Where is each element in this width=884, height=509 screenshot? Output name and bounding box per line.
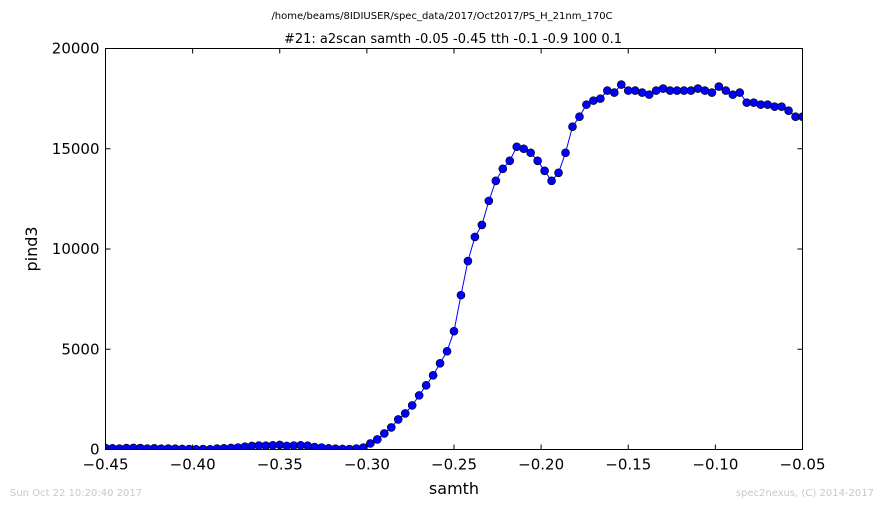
data-point — [540, 166, 549, 176]
data-point — [379, 429, 389, 438]
data-point — [784, 106, 793, 115]
data-point — [707, 88, 717, 97]
data-point — [456, 290, 466, 300]
data-point — [491, 176, 501, 186]
plot-frame — [105, 48, 803, 450]
data-point — [798, 112, 803, 121]
data-point — [616, 80, 626, 89]
data-point — [421, 381, 431, 390]
data-point — [359, 443, 368, 450]
x-tick-label: −0.45 — [83, 456, 129, 474]
y-tick-label: 10000 — [52, 240, 100, 258]
data-point — [407, 401, 417, 410]
data-point — [596, 94, 605, 103]
x-tick-label: −0.05 — [780, 456, 826, 474]
data-point — [547, 176, 556, 186]
data-point — [414, 391, 424, 400]
x-tick-label: −0.30 — [344, 456, 390, 474]
data-point — [386, 423, 396, 432]
data-point — [610, 88, 619, 97]
y-tick-label: 20000 — [52, 40, 100, 58]
y-axis-label: pind3 — [22, 226, 41, 271]
chart-title: #21: a2scan samth -0.05 -0.45 tth -0.1 -… — [284, 32, 622, 47]
data-point — [449, 326, 459, 336]
footer-timestamp: Sun Oct 22 10:20:40 2017 — [10, 488, 143, 499]
data-point — [714, 82, 724, 91]
data-point — [463, 256, 473, 266]
data-point — [470, 232, 480, 242]
data-point — [303, 441, 312, 450]
data-point — [575, 112, 584, 121]
data-point — [777, 102, 786, 111]
x-tick-label: −0.40 — [170, 456, 216, 474]
figure-suptitle: /home/beams/8IDIUSER/spec_data/2017/Oct2… — [271, 11, 612, 22]
y-tick-label: 5000 — [61, 340, 99, 358]
series-line — [105, 83, 803, 450]
series-layer — [105, 80, 803, 450]
data-point — [644, 90, 654, 99]
data-point — [519, 144, 529, 154]
x-tick-label: −0.35 — [257, 456, 303, 474]
x-tick-label: −0.10 — [692, 456, 738, 474]
footer-credit: spec2nexus, (C) 2014-2017 — [735, 488, 874, 499]
y-tick-label: 15000 — [52, 140, 100, 158]
data-point — [435, 358, 445, 368]
series-group — [105, 80, 803, 450]
data-point — [498, 164, 508, 174]
data-point — [554, 168, 563, 178]
x-tick-label: −0.15 — [605, 456, 651, 474]
x-axis-label: samth — [429, 479, 479, 498]
data-point — [484, 196, 494, 206]
data-point — [373, 435, 382, 444]
data-point — [721, 86, 731, 95]
x-tick-label: −0.25 — [431, 456, 477, 474]
data-point — [561, 148, 570, 158]
data-point — [568, 122, 577, 131]
y-tick-label: 0 — [90, 441, 100, 459]
data-point — [582, 100, 591, 109]
data-point — [533, 156, 542, 166]
data-point — [477, 220, 487, 230]
tick-layer: −0.45 −0.40 −0.35 −0.30 −0.25 −0.20 −0.15 −0.10… — [52, 40, 826, 474]
data-point — [505, 156, 515, 166]
data-point — [428, 371, 438, 380]
data-point — [400, 409, 410, 418]
data-point — [393, 415, 403, 424]
data-point — [526, 148, 535, 158]
data-point — [366, 439, 375, 448]
data-point — [442, 346, 452, 356]
x-tick-label: −0.20 — [518, 456, 564, 474]
data-point — [735, 88, 745, 97]
